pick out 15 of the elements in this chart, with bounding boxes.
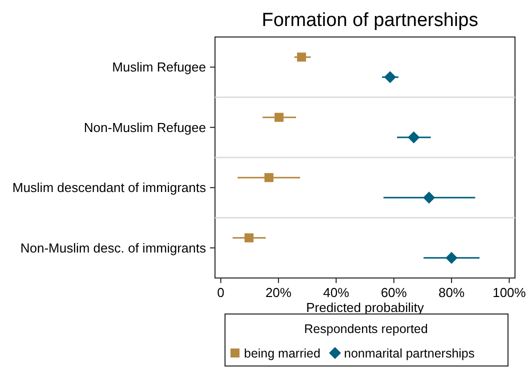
x-tick-label: 80% [438,285,465,300]
y-tick-label: Non-Muslim Refugee [84,120,206,135]
x-tick-label: 20% [265,285,292,300]
y-tick-label: Non-Muslim desc. of immigrants [20,240,206,256]
x-tick-label: 40% [323,285,350,300]
x-axis-title: Predicted probability [306,300,424,315]
legend-label: being married [244,346,320,360]
chart-title: Formation of partnerships [262,10,478,31]
y-tick-label: Muslim Refugee [112,60,206,75]
legend-title: Respondents reported [304,322,428,336]
legend-label: nonmarital partnerships [344,346,475,360]
x-tick-label: 60% [380,285,408,300]
x-tick-label: 100% [492,285,526,300]
y-tick-label: Muslim descendant of immigrants [12,180,206,196]
x-tick-label: 0 [217,285,224,300]
